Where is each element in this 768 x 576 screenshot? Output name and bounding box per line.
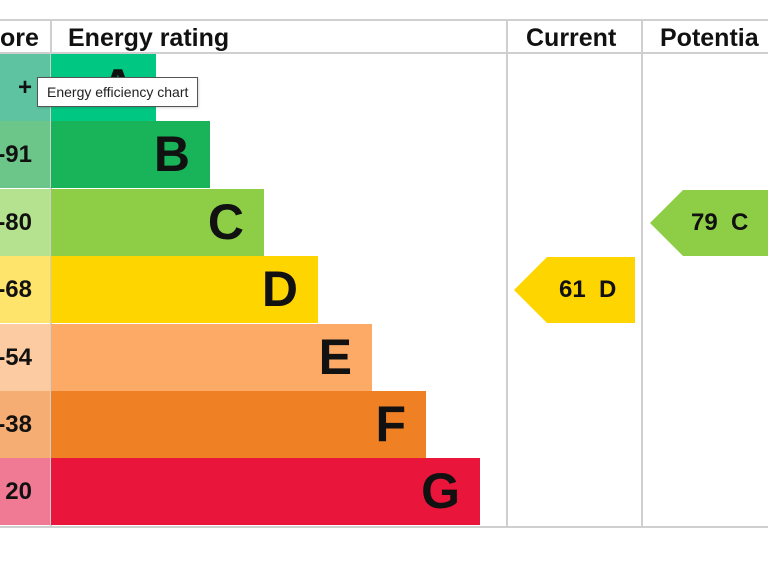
chart-tooltip: Energy efficiency chart [37, 77, 199, 107]
current-rating-letter: D [599, 276, 617, 303]
rating-bar-letter-f: F [375, 396, 406, 452]
score-range-f: -38 [0, 391, 50, 458]
score-range-d: -68 [0, 256, 50, 323]
score-range-b: -91 [0, 121, 50, 188]
rating-bar-c: C [51, 189, 264, 256]
rating-bar-d: D [51, 256, 318, 323]
table-top-border [0, 19, 768, 21]
potential-rating-value: 79 [691, 209, 718, 236]
header-bottom-border [0, 52, 768, 54]
current-rating-arrow: 61 D [514, 257, 636, 323]
potential-column-header: Potentia [660, 24, 759, 52]
rating-bar-letter-e: E [318, 329, 352, 385]
score-range-e: -54 [0, 324, 50, 391]
potential-rating-label: 79 C [691, 190, 748, 256]
current-rating-label: 61 D [559, 257, 616, 323]
current-column-left-divider [506, 19, 508, 528]
rating-bar-e: E [51, 324, 372, 391]
score-range-c: -80 [0, 189, 50, 256]
rating-bar-letter-b: B [153, 126, 190, 182]
current-arrow-shape [514, 257, 635, 323]
potential-arrow-shape [650, 190, 768, 256]
rating-bar-b: B [51, 121, 210, 188]
rating-bar-letter-c: C [207, 194, 244, 250]
rating-bar-f: F [51, 391, 426, 458]
table-bottom-border [0, 526, 768, 528]
energy-rating-column-header: Energy rating [68, 24, 230, 52]
rating-bar-letter-d: D [261, 261, 298, 317]
rating-bar-g: G [51, 458, 480, 525]
rating-bar-letter-g: G [421, 463, 460, 519]
potential-column-left-divider [641, 19, 643, 528]
score-range-g: 20 [0, 458, 50, 525]
current-column-header: Current [526, 24, 617, 52]
current-rating-value: 61 [559, 276, 586, 303]
potential-rating-letter: C [731, 209, 749, 236]
score-column-header: ore [0, 24, 39, 52]
potential-rating-arrow: 79 C [650, 190, 768, 256]
